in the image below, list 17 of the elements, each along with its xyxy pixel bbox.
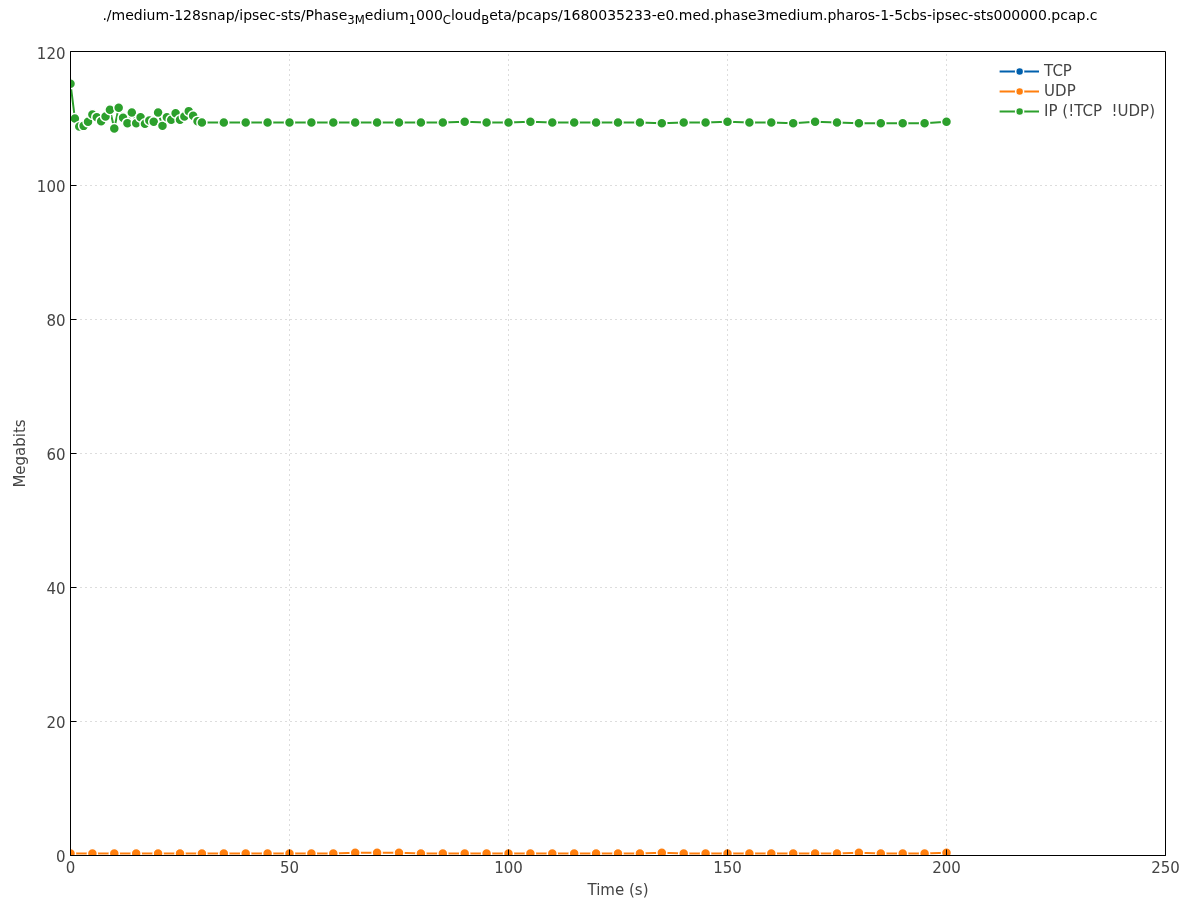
- y-tick-label: 100: [36, 177, 66, 196]
- chart-title: ./medium-128snap/ipsec-sts/Phase$_{3M}$edium$_{1}$000$_{C}$loud$_{B}$eta/pcaps/1680035233-e0.med.phase3medium.pharos-1-5cbs-ipsec-sts000000.pcap.c: [102, 7, 1098, 27]
- x-tick-label: 100: [494, 858, 523, 877]
- x-tick-label: 150: [713, 858, 742, 877]
- x-tick-label: 250: [1151, 858, 1180, 877]
- x-axis-title: Time (s): [586, 880, 649, 899]
- legend-label: TCP: [1044, 62, 1072, 80]
- legend-label: UDP: [1044, 82, 1076, 100]
- y-axis-title: Megabits: [10, 419, 29, 488]
- y-tick-label: 120: [36, 44, 66, 63]
- y-tick-label: 40: [46, 579, 66, 598]
- y-tick-label: 60: [46, 445, 66, 464]
- x-tick-label: 50: [279, 858, 300, 877]
- legend-label: IP (!TCP !UDP): [1044, 102, 1155, 120]
- y-tick-label: 20: [46, 713, 66, 732]
- x-tick-label: 200: [932, 858, 961, 877]
- y-tick-label: 80: [46, 311, 66, 330]
